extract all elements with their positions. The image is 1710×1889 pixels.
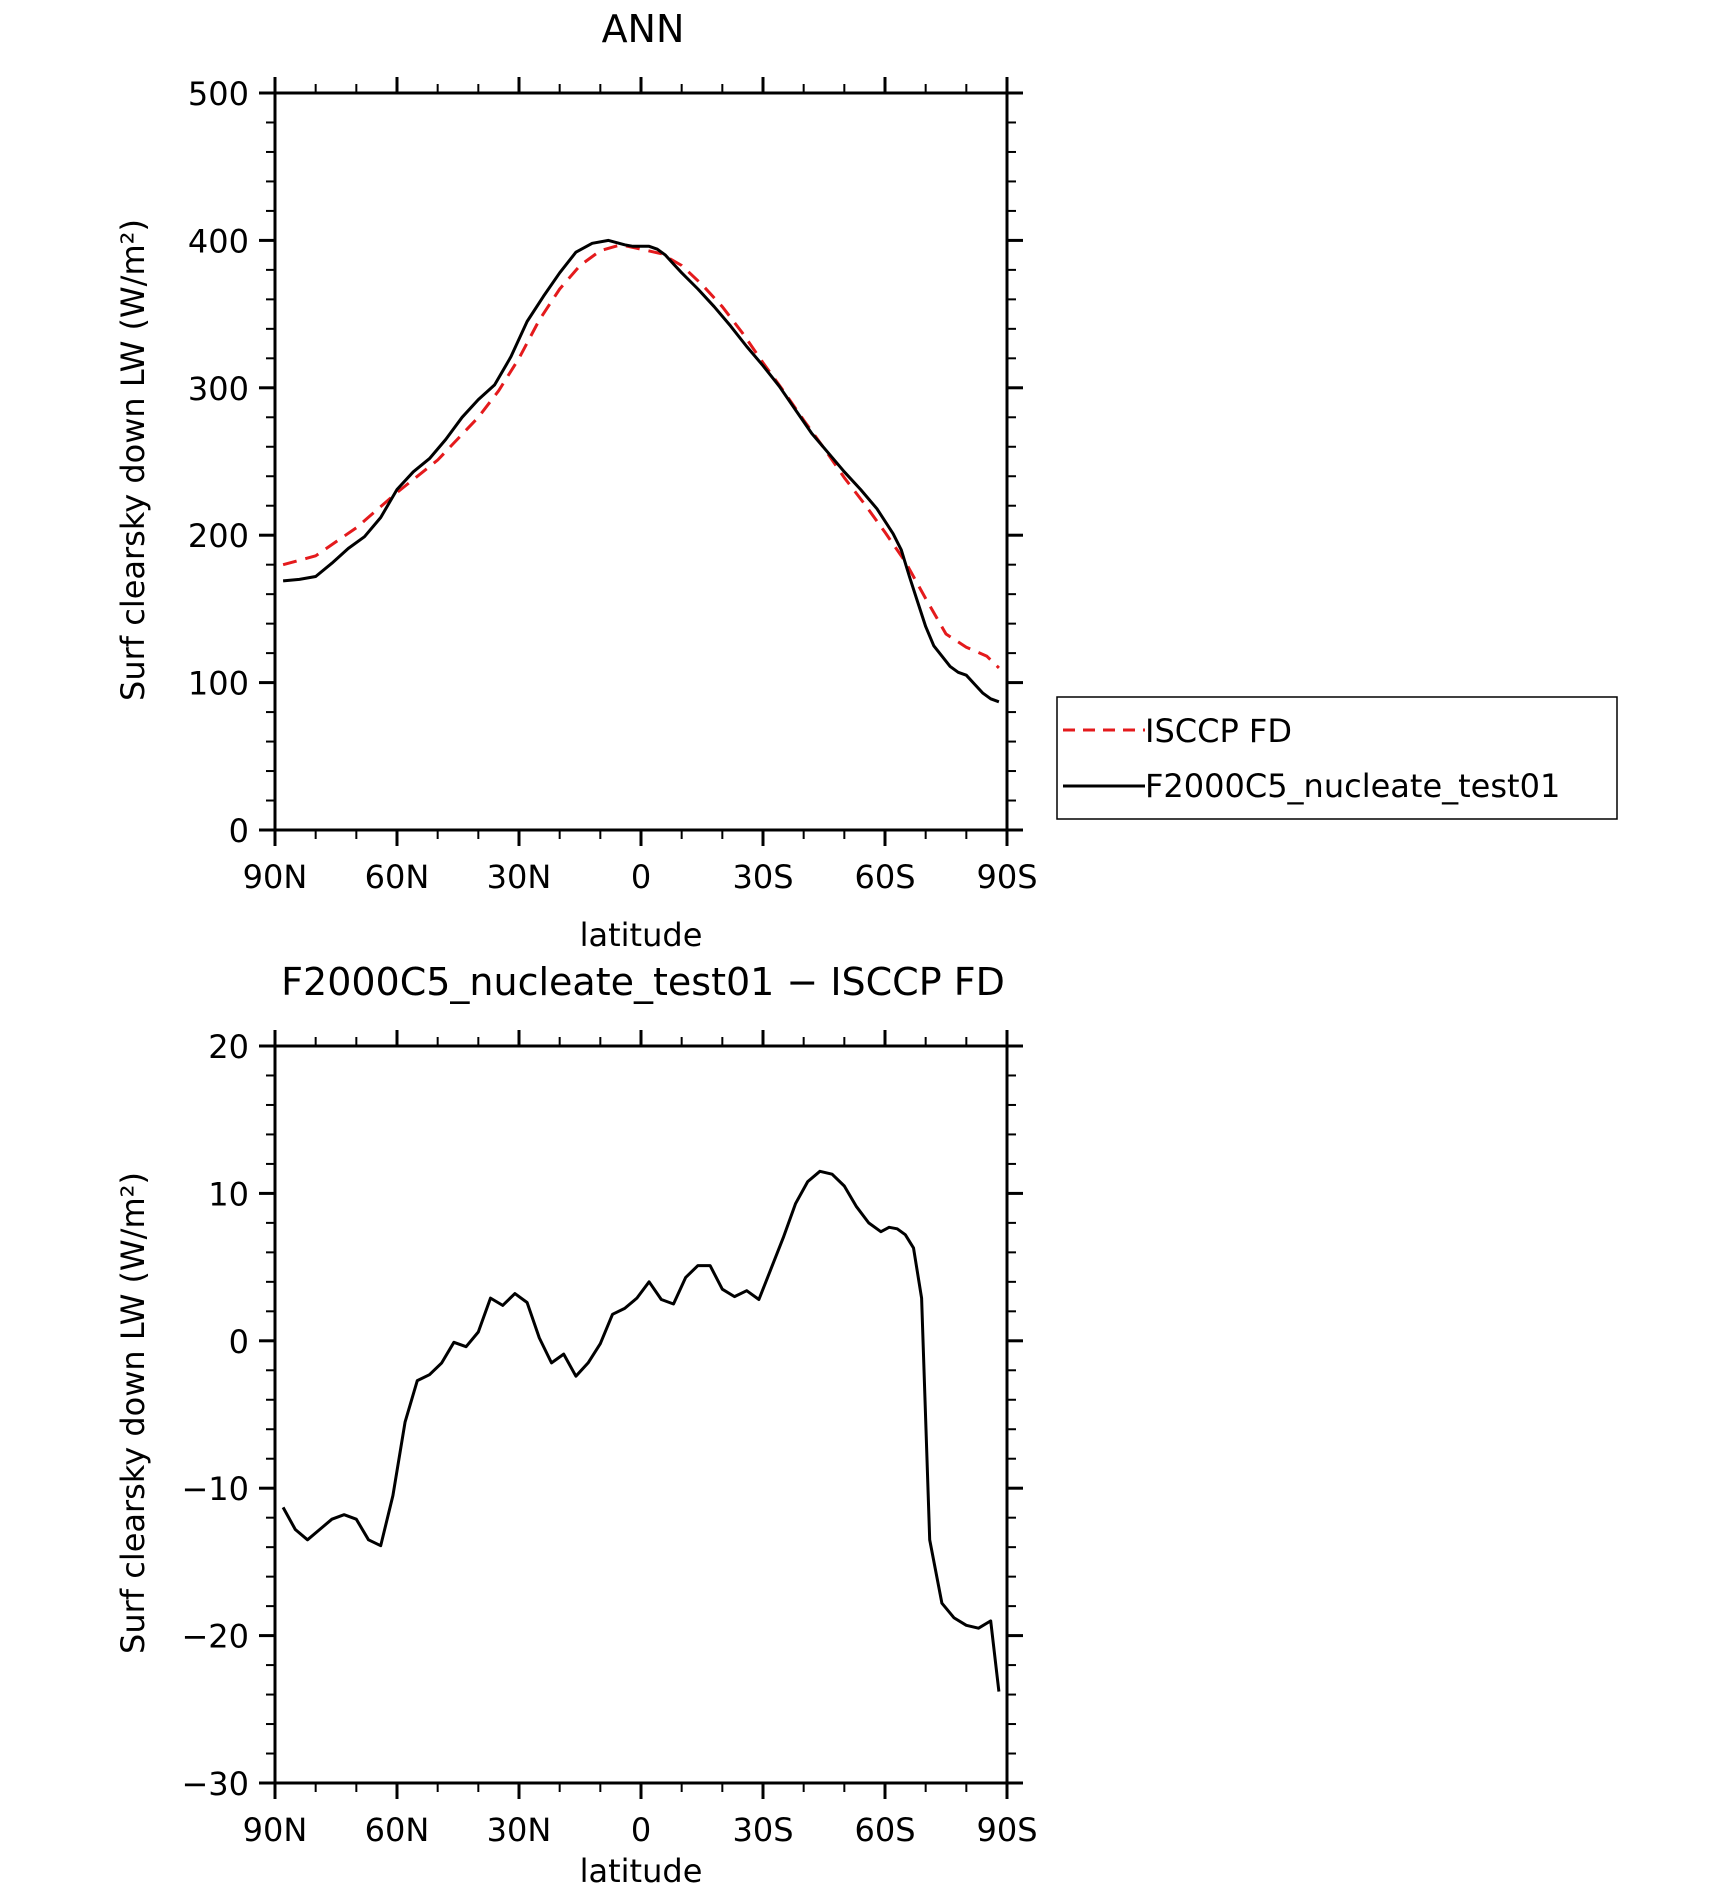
x-tick-label: 60N [365, 858, 430, 896]
top-panel-title: ANN [602, 7, 685, 51]
x-tick-label: 30N [487, 1811, 552, 1849]
series-line-difference [281, 1169, 1001, 1692]
legend: ISCCP FD F2000C5_nucleate_test01 [1056, 696, 1618, 820]
legend-label-isccp-fd: ISCCP FD [1145, 712, 1292, 750]
top-panel-plot-frame [273, 91, 1009, 832]
bottom-panel-series [281, 1169, 1001, 1692]
top-panel: ANN 0 100 200 300 400 500 90N 60N 30N 0 30S 60S 90S… [114, 7, 1618, 954]
x-tick-label: 30S [732, 1811, 793, 1849]
bottom-panel-ticks [259, 1030, 1023, 1799]
y-tick-label: 10 [208, 1175, 249, 1213]
y-tick-label: −30 [181, 1765, 249, 1803]
bottom-panel-title: F2000C5_nucleate_test01 − ISCCP FD [281, 960, 1005, 1004]
y-tick-label: 100 [188, 665, 249, 703]
x-tick-label: 30N [487, 858, 552, 896]
y-tick-label: 200 [188, 517, 249, 555]
y-tick-label: 0 [229, 812, 249, 850]
y-tick-label: 300 [188, 370, 249, 408]
legend-label-model: F2000C5_nucleate_test01 [1145, 767, 1560, 805]
top-panel-ticks [259, 77, 1023, 846]
bottom-panel-plot-frame [273, 1044, 1009, 1785]
top-panel-x-axis-label: latitude [580, 916, 703, 954]
x-tick-label: 30S [732, 858, 793, 896]
bottom-panel-x-axis-label: latitude [580, 1852, 703, 1889]
y-tick-label: −10 [181, 1470, 249, 1508]
series-line-isccp-fd [282, 243, 1000, 669]
y-tick-label: 20 [208, 1028, 249, 1066]
top-panel-y-axis-label: Surf clearsky down LW (W/m²) [114, 219, 152, 701]
top-panel-xtick-labels: 90N 60N 30N 0 30S 60S 90S [243, 858, 1038, 896]
bottom-panel-ytick-labels: −30 −20 −10 0 10 20 [181, 1028, 249, 1803]
top-panel-ytick-labels: 0 100 200 300 400 500 [188, 75, 249, 850]
x-tick-label: 90S [976, 858, 1037, 896]
y-tick-label: 500 [188, 75, 249, 113]
bottom-panel: F2000C5_nucleate_test01 − ISCCP FD −30 −2… [114, 960, 1038, 1889]
bottom-panel-xtick-labels: 90N 60N 30N 0 30S 60S 90S [243, 1811, 1038, 1849]
y-tick-label: −20 [181, 1618, 249, 1656]
x-tick-label: 0 [631, 1811, 651, 1849]
x-tick-label: 60S [854, 858, 915, 896]
x-tick-label: 90S [976, 1811, 1037, 1849]
y-tick-label: 0 [229, 1323, 249, 1361]
y-tick-label: 400 [188, 222, 249, 260]
x-tick-label: 60N [365, 1811, 430, 1849]
x-tick-label: 90N [243, 858, 308, 896]
legend-box [1056, 696, 1618, 820]
x-tick-label: 0 [631, 858, 651, 896]
x-tick-label: 60S [854, 1811, 915, 1849]
x-tick-label: 90N [243, 1811, 308, 1849]
series-line-f2000c5-nucleate-test01 [282, 238, 1000, 704]
top-panel-series [282, 238, 1000, 704]
bottom-panel-y-axis-label: Surf clearsky down LW (W/m²) [114, 1172, 152, 1654]
